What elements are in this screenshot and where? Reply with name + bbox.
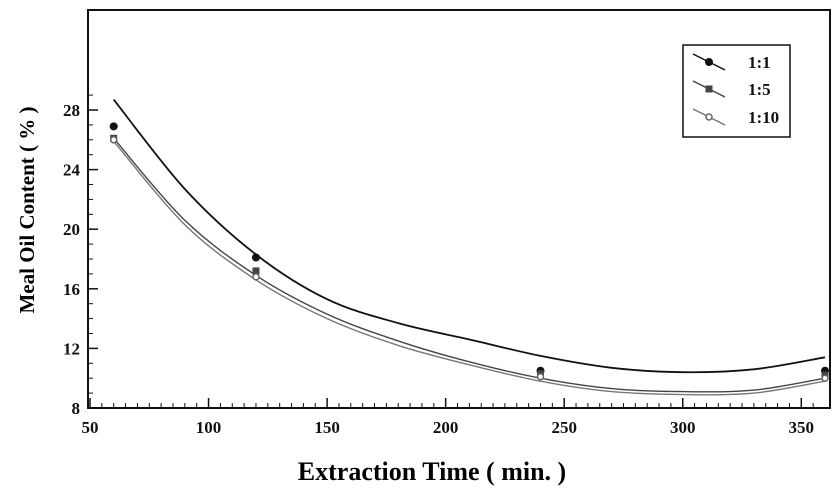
- legend: 1:1 1:5 1:10: [682, 44, 791, 138]
- x-tick-label: 300: [670, 418, 696, 437]
- legend-marker: [705, 85, 713, 93]
- fit-curve-1: [112, 99, 826, 374]
- data-point: [252, 267, 260, 275]
- data-points: [109, 122, 829, 382]
- data-point: [821, 374, 829, 382]
- x-tick-label: 100: [196, 418, 222, 437]
- x-tick-label: 200: [433, 418, 459, 437]
- data-point: [251, 253, 260, 262]
- legend-marker: [705, 113, 713, 121]
- data-point: [536, 372, 545, 381]
- y-tick-label: 16: [63, 280, 80, 299]
- data-point: [252, 273, 260, 281]
- x-tick-labels: 50 100 150 200 250 300 350: [82, 418, 815, 437]
- y-axis-title: Meal Oil Content ( % ): [15, 106, 39, 313]
- y-tick-label: 24: [63, 161, 81, 180]
- y-tick-label: 20: [63, 220, 80, 239]
- data-point: [109, 136, 118, 144]
- fit-curve-2: [113, 137, 826, 393]
- x-tick-label: 350: [789, 418, 815, 437]
- legend-box: [682, 44, 791, 138]
- legend-marker: [705, 58, 713, 66]
- fit-curve-3: [113, 140, 826, 396]
- legend-label: 1:5: [748, 80, 771, 99]
- plot-frame: [87, 9, 831, 409]
- data-point: [109, 122, 118, 131]
- y-tick-label: 12: [63, 339, 80, 358]
- fit-curves: [112, 99, 826, 396]
- legend-label: 1:10: [748, 108, 779, 127]
- x-tick-label: 50: [82, 418, 99, 437]
- x-axis-title: Extraction Time ( min. ): [298, 457, 566, 486]
- x-tick-label: 250: [551, 418, 577, 437]
- axis-ticks: [88, 94, 814, 409]
- y-tick-labels: 8 12 16 20 24 28: [63, 101, 81, 418]
- y-tick-label: 28: [63, 101, 80, 120]
- y-tick-label: 8: [72, 399, 81, 418]
- x-tick-label: 150: [314, 418, 340, 437]
- legend-label: 1:1: [748, 53, 771, 72]
